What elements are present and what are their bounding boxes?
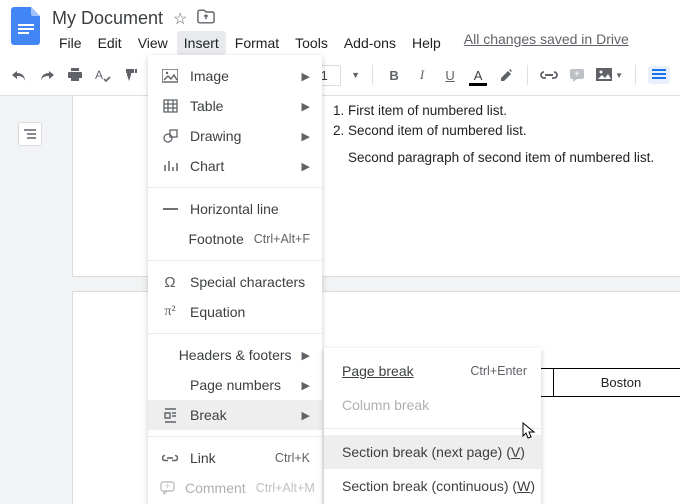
menu-file[interactable]: File [52,31,89,55]
drawing-icon [160,129,180,143]
menu-item-link[interactable]: Link Ctrl+K [148,443,322,473]
save-status[interactable]: All changes saved in Drive [464,31,629,55]
submenu-arrow-icon: ▶ [302,100,310,113]
star-icon[interactable]: ☆ [173,9,187,29]
menu-item-section-break-next[interactable]: Section break (next page) (V) [324,435,541,469]
insert-dropdown: Image ▶ Table ▶ Drawing ▶ Chart ▶ Horizo… [148,55,322,504]
menu-item-page-break[interactable]: Page break Ctrl+Enter [324,354,541,388]
highlight-icon[interactable] [497,67,515,83]
toolbar: A 11 ▼ B I U A + ▼ [0,55,680,96]
submenu-arrow-icon: ▶ [302,379,310,392]
break-icon [160,408,180,423]
menu-item-image[interactable]: Image ▶ [148,61,322,91]
docs-logo-icon[interactable] [8,8,44,44]
menu-edit[interactable]: Edit [91,31,129,55]
svg-text:+: + [574,69,580,80]
menu-divider [148,187,322,188]
menu-divider [148,260,322,261]
underline-button[interactable]: U [441,68,459,83]
menu-divider [148,333,322,334]
break-submenu: Page break Ctrl+Enter Column break Secti… [324,348,541,504]
menu-format[interactable]: Format [228,31,286,55]
paint-format-icon[interactable] [122,67,140,83]
document-content[interactable]: First item of numbered list. Second item… [326,101,670,168]
italic-button[interactable]: I [413,67,431,83]
menu-view[interactable]: View [131,31,175,55]
text-color-button[interactable]: A [469,68,487,83]
insert-comment-icon[interactable]: + [568,67,586,83]
svg-text:+: + [165,481,170,491]
menu-item-chart[interactable]: Chart ▶ [148,151,322,181]
bold-button[interactable]: B [385,68,403,83]
submenu-arrow-icon: ▶ [302,160,310,173]
menu-item-page-numbers[interactable]: Page numbers ▶ [148,370,322,400]
submenu-arrow-icon: ▶ [302,130,310,143]
menu-bar: File Edit View Insert Format Tools Add-o… [52,31,629,55]
table-icon [160,99,180,113]
menu-item-hline[interactable]: Horizontal line [148,194,322,224]
menu-item-drawing[interactable]: Drawing ▶ [148,121,322,151]
print-icon[interactable] [66,67,84,83]
omega-icon: Ω [160,274,180,291]
outline-toggle-icon[interactable] [18,122,42,146]
menu-item-column-break: Column break [324,388,541,422]
menu-item-comment: + Comment Ctrl+Alt+M [148,473,322,503]
submenu-arrow-icon: ▶ [302,409,310,422]
menu-item-table[interactable]: Table ▶ [148,91,322,121]
submenu-arrow-icon: ▶ [302,349,310,362]
insert-image-icon[interactable]: ▼ [596,68,623,82]
menu-item-footnote[interactable]: Footnote Ctrl+Alt+F [148,224,322,254]
menu-item-equation[interactable]: π² Equation [148,297,322,327]
menu-help[interactable]: Help [405,31,448,55]
table-cell[interactable]: Boston [554,369,680,397]
chart-icon [160,159,180,173]
menu-item-headers-footers[interactable]: Headers & footers ▶ [148,340,322,370]
svg-text:A: A [95,68,103,82]
submenu-arrow-icon: ▶ [302,70,310,83]
move-folder-icon[interactable] [197,9,215,29]
align-button[interactable] [648,66,670,84]
redo-icon[interactable] [38,68,56,82]
document-title[interactable]: My Document [52,8,163,29]
pi-icon: π² [160,304,180,320]
cursor-icon [522,422,540,447]
menu-addons[interactable]: Add-ons [337,31,403,55]
menu-tools[interactable]: Tools [288,31,335,55]
list-item: First item of numbered list. [348,101,670,121]
list-item: Second item of numbered list. [348,121,670,141]
menu-item-special-chars[interactable]: Ω Special characters [148,267,322,297]
paragraph: Second paragraph of second item of numbe… [348,148,670,168]
spellcheck-icon[interactable]: A [94,67,112,83]
image-icon [160,69,180,83]
link-icon [160,453,180,463]
menu-item-section-break-cont[interactable]: Section break (continuous) (W) [324,469,541,503]
comment-icon: + [160,481,175,495]
menu-item-break[interactable]: Break ▶ [148,400,322,430]
insert-link-icon[interactable] [540,69,558,81]
menu-divider [324,428,541,429]
title-bar: My Document ☆ File Edit View Insert Form… [0,0,680,55]
undo-icon[interactable] [10,68,28,82]
menu-insert[interactable]: Insert [177,31,226,55]
hline-icon [160,207,180,211]
font-size-dropdown-icon[interactable]: ▼ [351,70,360,80]
menu-divider [148,436,322,437]
